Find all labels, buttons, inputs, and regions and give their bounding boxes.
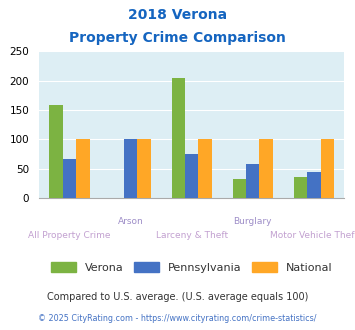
Text: All Property Crime: All Property Crime — [28, 231, 111, 240]
Text: Motor Vehicle Theft: Motor Vehicle Theft — [270, 231, 355, 240]
Bar — [124, 139, 137, 198]
Bar — [76, 139, 90, 198]
Text: Arson: Arson — [118, 217, 143, 226]
Bar — [260, 139, 273, 198]
Text: Compared to U.S. average. (U.S. average equals 100): Compared to U.S. average. (U.S. average … — [47, 292, 308, 302]
Bar — [321, 139, 334, 198]
Text: Burglary: Burglary — [234, 217, 272, 226]
Text: 2018 Verona: 2018 Verona — [128, 8, 227, 22]
Text: Property Crime Comparison: Property Crime Comparison — [69, 31, 286, 45]
Bar — [171, 78, 185, 198]
Legend: Verona, Pennsylvania, National: Verona, Pennsylvania, National — [47, 258, 337, 278]
Bar — [307, 172, 321, 198]
Bar — [49, 105, 63, 198]
Bar — [63, 159, 76, 198]
Bar — [233, 179, 246, 198]
Bar — [185, 154, 198, 198]
Bar — [137, 139, 151, 198]
Bar — [246, 164, 260, 198]
Text: © 2025 CityRating.com - https://www.cityrating.com/crime-statistics/: © 2025 CityRating.com - https://www.city… — [38, 314, 317, 323]
Bar — [198, 139, 212, 198]
Bar — [294, 177, 307, 198]
Text: Larceny & Theft: Larceny & Theft — [155, 231, 228, 240]
